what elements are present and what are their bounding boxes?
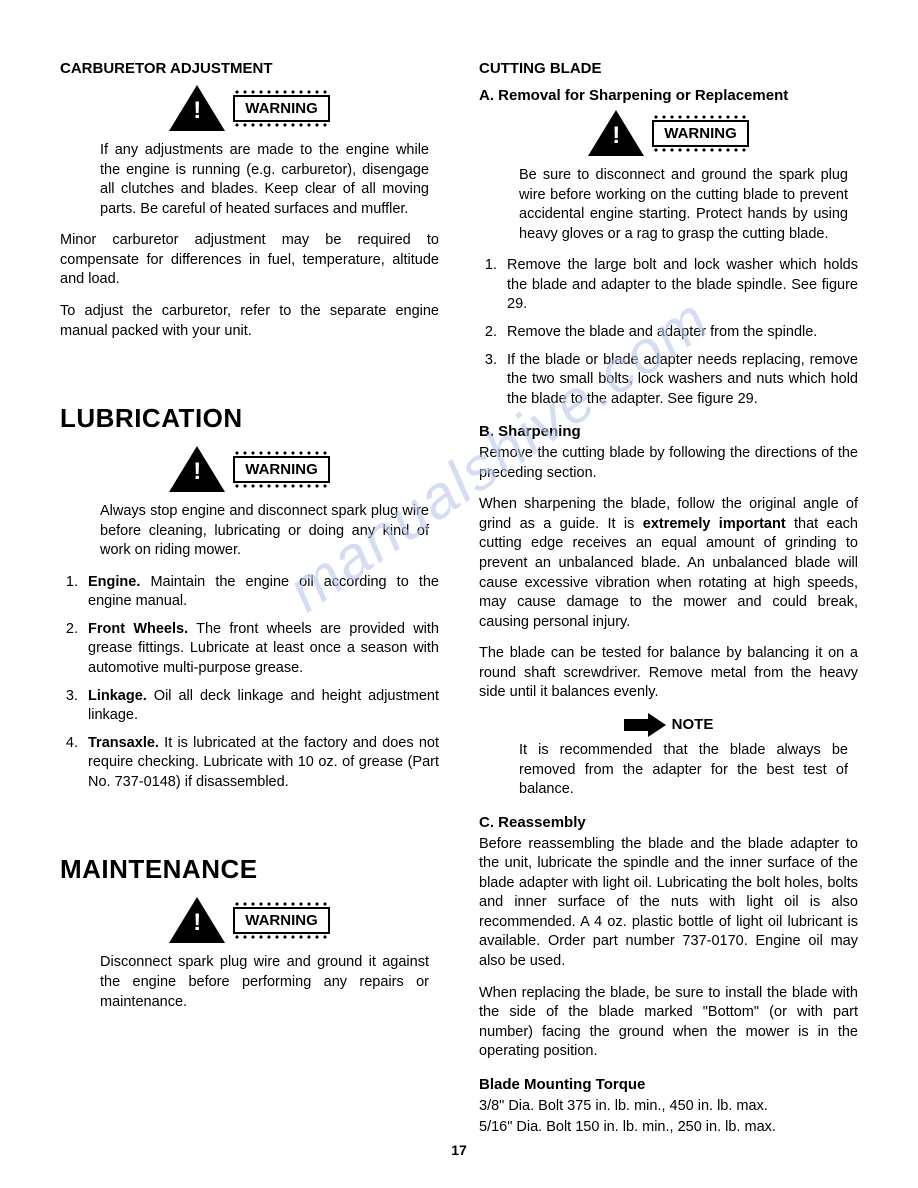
warning-label: WARNING: [233, 95, 330, 122]
right-column: CUTTING BLADE A. Removal for Sharpening …: [479, 60, 858, 1150]
left-column: CARBURETOR ADJUSTMENT ! WARNING If any a…: [60, 60, 439, 1150]
carburetor-p2: To adjust the carburetor, refer to the s…: [60, 302, 439, 341]
torque-heading: Blade Mounting Torque: [479, 1076, 858, 1093]
page-number: 17: [451, 1142, 467, 1158]
sharpening-p2: When sharpening the blade, follow the or…: [479, 495, 858, 632]
reassembly-p2: When replacing the blade, be sure to ins…: [479, 984, 858, 1062]
list-item: Engine. Maintain the engine oil accordin…: [82, 573, 439, 612]
warning-label: WARNING: [233, 456, 330, 483]
removal-steps: Remove the large bolt and lock washer wh…: [479, 256, 858, 409]
list-item: If the blade or blade adapter needs repl…: [501, 351, 858, 410]
warning-block: ! WARNING: [479, 110, 858, 156]
list-item: Front Wheels. The front wheels are provi…: [82, 620, 439, 679]
note-block: NOTE: [479, 715, 858, 735]
note-label: NOTE: [672, 716, 714, 733]
warning-triangle-icon: !: [169, 85, 225, 131]
list-item: Linkage. Oil all deck linkage and height…: [82, 687, 439, 726]
list-item: Remove the blade and adapter from the sp…: [501, 323, 858, 343]
carburetor-warning-text: If any adjustments are made to the engin…: [100, 141, 429, 219]
arrow-right-icon: [624, 715, 666, 735]
warning-triangle-icon: !: [169, 446, 225, 492]
lubrication-list: Engine. Maintain the engine oil accordin…: [60, 573, 439, 793]
section-a-heading: A. Removal for Sharpening or Replacement: [479, 87, 858, 104]
maintenance-warning-text: Disconnect spark plug wire and ground it…: [100, 953, 429, 1012]
warning-block: ! WARNING: [60, 446, 439, 492]
warning-label: WARNING: [233, 907, 330, 934]
manual-page: manualshive.com CARBURETOR ADJUSTMENT ! …: [0, 0, 918, 1188]
torque-spec-1: 3/8" Dia. Bolt 375 in. lb. min., 450 in.…: [479, 1097, 858, 1117]
maintenance-heading: MAINTENANCE: [60, 854, 439, 885]
section-b-heading: B. Sharpening: [479, 423, 858, 440]
list-item: Transaxle. It is lubricated at the facto…: [82, 734, 439, 793]
sharpening-p3: The blade can be tested for balance by b…: [479, 644, 858, 703]
two-column-layout: CARBURETOR ADJUSTMENT ! WARNING If any a…: [60, 60, 858, 1150]
sharpening-p1: Remove the cutting blade by following th…: [479, 444, 858, 483]
note-text: It is recommended that the blade always …: [519, 741, 848, 800]
warning-triangle-icon: !: [169, 897, 225, 943]
lubrication-warning-text: Always stop engine and disconnect spark …: [100, 502, 429, 561]
cutting-warning-text: Be sure to disconnect and ground the spa…: [519, 166, 848, 244]
warning-label: WARNING: [652, 120, 749, 147]
reassembly-p1: Before reassembling the blade and the bl…: [479, 835, 858, 972]
cutting-blade-heading: CUTTING BLADE: [479, 60, 858, 77]
carburetor-p1: Minor carburetor adjustment may be requi…: [60, 231, 439, 290]
lubrication-heading: LUBRICATION: [60, 403, 439, 434]
warning-block: ! WARNING: [60, 85, 439, 131]
warning-block: ! WARNING: [60, 897, 439, 943]
carburetor-heading: CARBURETOR ADJUSTMENT: [60, 60, 439, 77]
section-c-heading: C. Reassembly: [479, 814, 858, 831]
torque-spec-2: 5/16" Dia. Bolt 150 in. lb. min., 250 in…: [479, 1118, 858, 1138]
list-item: Remove the large bolt and lock washer wh…: [501, 256, 858, 315]
warning-triangle-icon: !: [588, 110, 644, 156]
